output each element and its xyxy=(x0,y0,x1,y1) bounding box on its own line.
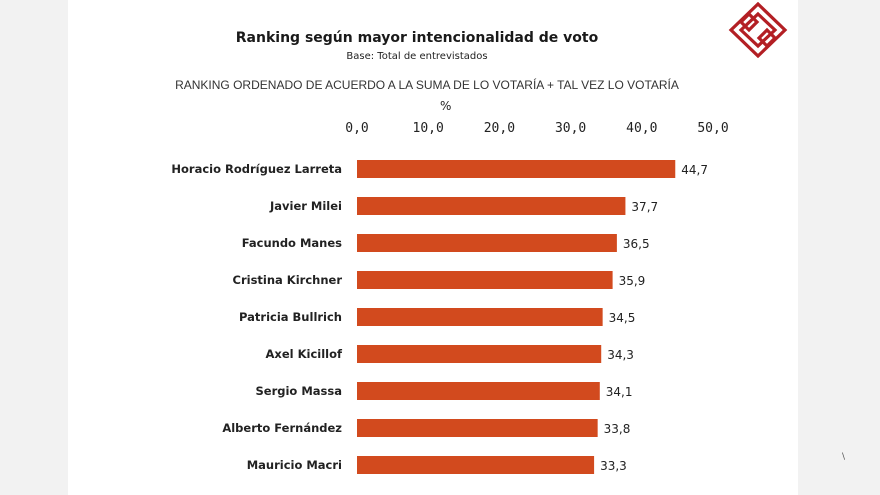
bar xyxy=(357,160,676,178)
value-label: 44,7 xyxy=(681,163,708,177)
bar xyxy=(357,234,617,252)
ranking-note: RANKING ORDENADO DE ACUERDO A LA SUMA DE… xyxy=(175,78,679,92)
category-label: Sergio Massa xyxy=(256,384,343,398)
corner-mark: \ xyxy=(842,452,846,462)
chart-title: Ranking según mayor intencionalidad de v… xyxy=(235,30,599,46)
bar xyxy=(357,382,600,400)
bar xyxy=(357,456,595,474)
chart-subtitle: Base: Total de entrevistados xyxy=(346,51,488,62)
category-label: Patricia Bullrich xyxy=(239,310,342,324)
bar xyxy=(357,345,602,363)
value-label: 37,7 xyxy=(631,200,658,214)
value-label: 34,1 xyxy=(606,385,633,399)
category-label: Axel Kicillof xyxy=(266,347,343,361)
bar xyxy=(357,197,626,215)
category-label: Mauricio Macri xyxy=(247,458,342,472)
bar xyxy=(357,271,613,289)
value-label: 34,3 xyxy=(607,348,634,362)
bar xyxy=(357,308,603,326)
axis-unit-label: % xyxy=(440,99,452,113)
category-label: Javier Milei xyxy=(269,199,342,213)
x-tick-label: 0,0 xyxy=(345,121,368,136)
value-label: 35,9 xyxy=(619,274,646,288)
x-tick-label: 40,0 xyxy=(626,121,657,136)
bar xyxy=(357,419,598,437)
logo-icon xyxy=(728,2,788,58)
category-label: Horacio Rodríguez Larreta xyxy=(171,162,342,176)
value-label: 36,5 xyxy=(623,237,650,251)
category-label: Alberto Fernández xyxy=(222,421,342,435)
x-tick-label: 50,0 xyxy=(697,121,728,136)
x-tick-label: 20,0 xyxy=(484,121,515,136)
value-label: 34,5 xyxy=(609,311,636,325)
category-label: Cristina Kirchner xyxy=(233,273,343,287)
x-tick-label: 30,0 xyxy=(555,121,586,136)
category-label: Facundo Manes xyxy=(242,236,342,250)
value-label: 33,8 xyxy=(604,422,631,436)
x-tick-label: 10,0 xyxy=(413,121,444,136)
value-label: 33,3 xyxy=(600,459,627,473)
